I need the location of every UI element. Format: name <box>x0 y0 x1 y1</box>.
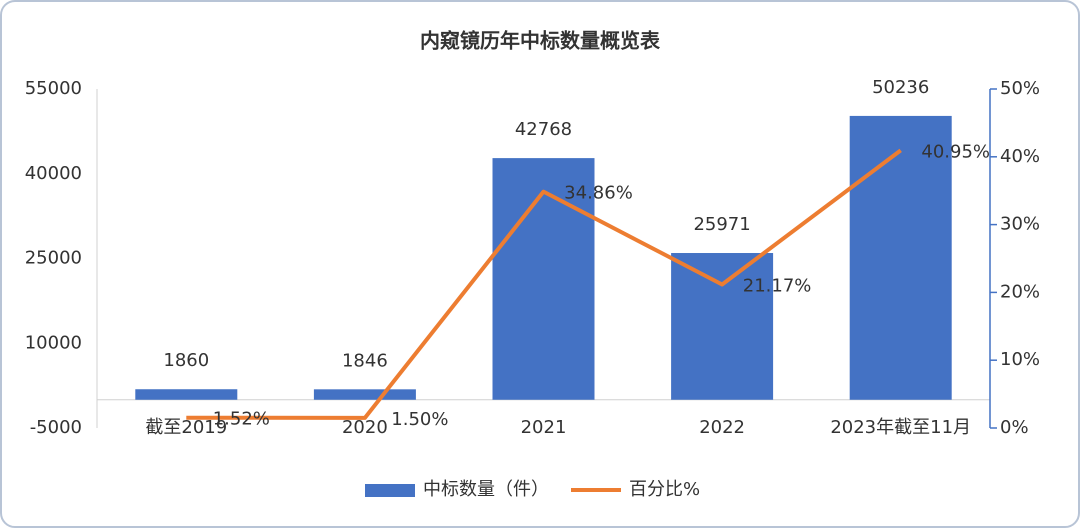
y-tick-label: 55000 <box>25 78 82 99</box>
line-value-label: 21.17% <box>743 275 812 296</box>
line-value-label: 40.95% <box>921 141 990 162</box>
bar <box>849 115 952 400</box>
legend-label: 中标数量（件） <box>423 479 549 500</box>
x-tick-label: 2023年截至11月 <box>830 417 971 438</box>
chart-title: 内窥镜历年中标数量概览表 <box>420 29 661 53</box>
bar-value-label: 1846 <box>342 350 388 371</box>
y-tick-label: -5000 <box>30 417 82 438</box>
bar-value-label: 25971 <box>693 214 750 235</box>
bar-value-label: 50236 <box>872 77 929 98</box>
y-tick-label: 10000 <box>25 332 82 353</box>
line-value-label: 1.50% <box>391 409 448 430</box>
y2-tick-label: 50% <box>1000 78 1040 99</box>
y-tick-label: 40000 <box>25 163 82 184</box>
legend-label: 百分比% <box>629 479 700 500</box>
y2-tick-label: 10% <box>1000 349 1040 370</box>
bar-value-label: 42768 <box>515 119 572 140</box>
x-tick-label: 截至2019 <box>145 417 227 438</box>
line-value-label: 1.52% <box>213 409 270 430</box>
bar <box>671 253 774 400</box>
y2-tick-label: 40% <box>1000 146 1040 167</box>
legend-swatch <box>365 484 415 497</box>
y2-tick-label: 20% <box>1000 281 1040 302</box>
bar-value-label: 1860 <box>163 350 209 371</box>
x-tick-label: 2021 <box>521 417 567 438</box>
bar <box>492 158 595 400</box>
y2-tick-label: 30% <box>1000 214 1040 235</box>
bar <box>135 389 238 400</box>
bar <box>313 389 416 400</box>
y-tick-label: 25000 <box>25 248 82 269</box>
line <box>186 148 902 420</box>
x-tick-label: 2022 <box>699 417 745 438</box>
y2-tick-label: 0% <box>1000 417 1029 438</box>
x-tick-label: 2020 <box>342 417 388 438</box>
line-value-label: 34.86% <box>564 183 633 204</box>
